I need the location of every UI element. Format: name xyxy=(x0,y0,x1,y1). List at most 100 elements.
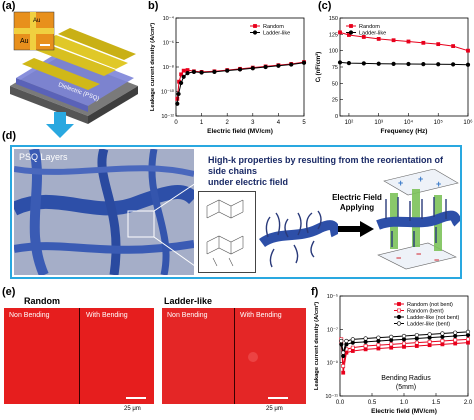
scale-bar xyxy=(268,397,288,399)
minus-sign-1: − xyxy=(396,253,401,263)
series-line xyxy=(339,31,469,52)
data-point xyxy=(391,38,396,43)
y-tick-label: 125 xyxy=(329,32,338,38)
arrow-down-icon xyxy=(46,112,74,138)
data-point xyxy=(350,349,355,353)
data-point xyxy=(414,340,419,345)
data-point xyxy=(406,61,411,67)
y-tick-label: 50 xyxy=(332,81,338,87)
x-tick-label: 5 xyxy=(302,120,306,126)
x-tick-label: 0 xyxy=(174,120,178,126)
plus-sign-3: + xyxy=(436,179,441,189)
y-tick-label: 10⁻⁴ xyxy=(163,15,175,22)
data-point xyxy=(179,72,184,77)
series-line xyxy=(339,61,469,66)
arrow-right-icon xyxy=(338,221,374,237)
legend-marker xyxy=(349,24,353,28)
data-point xyxy=(212,69,217,75)
electric-field-label-line2: Applying xyxy=(339,203,375,212)
data-point xyxy=(421,40,426,45)
data-point xyxy=(391,61,396,66)
legend-marker xyxy=(253,24,257,28)
mechanism-panel: PSQ Layers High-k properties by resultin… xyxy=(10,145,462,279)
x-tick-label: 10⁴ xyxy=(404,119,414,126)
data-point xyxy=(466,337,470,342)
x-tick-label: 1.5 xyxy=(432,400,441,406)
y-axis-label: Leakage current density (A/cm²) xyxy=(149,23,156,111)
data-point xyxy=(341,370,346,375)
data-point xyxy=(421,62,426,67)
y-tick-label: 150 xyxy=(329,16,338,22)
data-point xyxy=(350,345,355,350)
legend-label: Ladder-like xyxy=(263,31,290,37)
data-point xyxy=(389,342,394,347)
data-point xyxy=(414,333,419,338)
y-tick-label: 0 xyxy=(335,114,338,120)
data-point xyxy=(414,344,419,348)
x-tick-label: 2 xyxy=(226,120,230,126)
inset-label-au-2: Au xyxy=(33,18,40,24)
x-axis-label: Frequency (Hz) xyxy=(381,128,428,135)
data-point xyxy=(199,70,204,75)
data-point xyxy=(363,344,368,348)
chart-capacitance: 10² 10³ 10⁴ 10⁵ 10⁶ 0 25 50 75 100 125 150 Frequency… xyxy=(315,16,473,135)
chart-leakage-current: 0 1 2 3 4 5 10⁻¹² 10⁻¹⁰ 10⁻⁸ 10⁻⁶ 10⁻⁴ Electric fie… xyxy=(149,15,306,135)
data-point xyxy=(341,350,346,355)
data-point xyxy=(361,35,366,39)
data-point xyxy=(361,61,366,66)
legend-marker xyxy=(397,302,401,306)
data-point xyxy=(339,338,344,344)
micrograph-random: Non Bending With Bending xyxy=(4,308,154,404)
data-point xyxy=(179,80,184,86)
x-tick-label: 2.0 xyxy=(464,400,473,406)
data-point xyxy=(263,64,268,70)
data-point xyxy=(376,335,381,340)
data-point xyxy=(185,71,190,76)
legend-marker xyxy=(396,321,402,326)
minus-sign-2: − xyxy=(416,249,421,259)
data-point xyxy=(436,42,441,47)
data-point xyxy=(181,68,186,73)
data-point xyxy=(402,344,406,349)
legend-marker xyxy=(396,314,402,320)
panel-label-b: b) xyxy=(148,0,159,12)
non-bending-label-ladder: Non Bending xyxy=(167,312,208,319)
legend-label: Ladder-like (not bent) xyxy=(407,315,459,321)
data-point xyxy=(389,345,394,350)
data-point xyxy=(350,337,355,342)
y-tick-label: 100 xyxy=(329,49,338,55)
annotation-line1: Bending Radius xyxy=(381,375,431,382)
data-point xyxy=(363,347,368,352)
molecule-before xyxy=(259,210,338,268)
x-tick-label: 0.0 xyxy=(336,400,345,406)
ladder-title: Ladder-like xyxy=(164,296,213,306)
data-point xyxy=(376,61,381,66)
defect-spot xyxy=(248,352,258,362)
x-tick-label: 4 xyxy=(277,120,281,126)
data-point xyxy=(465,329,471,334)
psq-render: PSQ Layers xyxy=(14,149,194,275)
x-tick-label: 10³ xyxy=(374,120,383,126)
chart-leakage-bending: 0.0 0.5 1.0 1.5 2.0 10⁻¹¹ 10⁻⁹ 10⁻⁷ 10⁻⁵ Electric… xyxy=(313,293,473,415)
micrograph-ladder: Non Bending With Bending xyxy=(162,308,306,404)
data-point xyxy=(427,332,432,337)
x-tick-label: 10⁵ xyxy=(434,119,444,126)
data-point xyxy=(376,37,381,41)
non-bending-label-random: Non Bending xyxy=(9,312,50,319)
legend-label: Ladder-like xyxy=(359,31,386,37)
y-tick-label: 10⁻¹² xyxy=(161,114,174,120)
with-bending-label-ladder: With Bending xyxy=(240,312,282,319)
gold-electrodes xyxy=(22,28,136,90)
data-point xyxy=(175,101,180,106)
data-point xyxy=(406,39,411,44)
zoom-lines xyxy=(153,178,203,272)
data-point xyxy=(427,343,432,348)
random-title: Random xyxy=(24,296,60,306)
psq-layers-label: PSQ Layers xyxy=(19,152,68,162)
panel-label-e: (e) xyxy=(2,286,16,298)
legend-label: Random xyxy=(263,24,284,30)
y-tick-label: 10⁻¹⁰ xyxy=(161,89,175,96)
legend-label: Ladder-like (bent) xyxy=(407,322,450,328)
y-tick-label: 10⁻⁵ xyxy=(327,293,338,300)
legend-label: Random (bent) xyxy=(407,309,444,315)
